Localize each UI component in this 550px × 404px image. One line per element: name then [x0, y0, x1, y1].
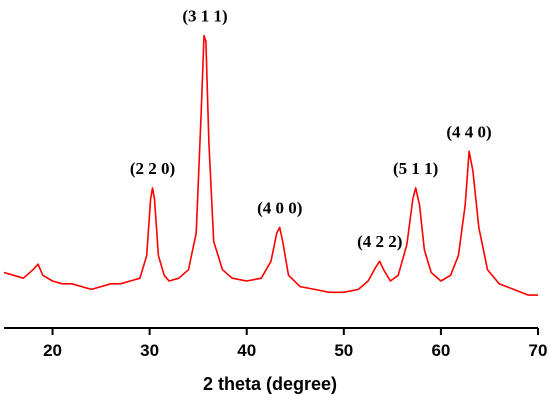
- x-tick-label: 20: [43, 341, 62, 360]
- peak-annotations: (2 2 0) (3 1 1) (4 0 0) (4 2 2) (5 1 1) (4 4 …: [130, 7, 492, 252]
- xrd-series-line: [3, 34, 538, 296]
- x-axis-title: 2 theta (degree): [203, 374, 337, 394]
- x-tick-label: 30: [140, 341, 159, 360]
- peak-label: (3 1 1): [182, 7, 227, 26]
- peak-label: (2 2 0): [130, 159, 175, 178]
- x-tick-label: 40: [237, 341, 256, 360]
- peak-label: (4 2 2): [357, 232, 402, 251]
- x-tick-label: 50: [334, 341, 353, 360]
- x-tick-label: 60: [431, 341, 450, 360]
- peak-label: (4 0 0): [257, 198, 302, 217]
- x-axis-ticks: 20 30 40 50 60 70: [43, 328, 547, 360]
- plot-area: [3, 34, 538, 296]
- x-tick-label: 70: [529, 341, 548, 360]
- peak-label: (5 1 1): [393, 159, 438, 178]
- peak-label: (4 4 0): [446, 122, 491, 141]
